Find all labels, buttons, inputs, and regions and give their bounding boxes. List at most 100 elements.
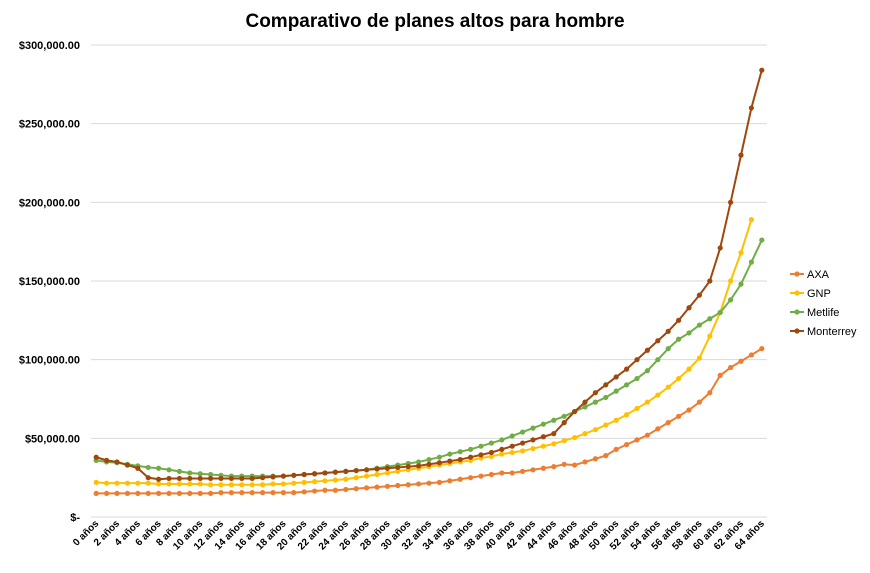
data-point xyxy=(416,463,422,469)
data-point xyxy=(114,480,120,486)
data-point xyxy=(332,487,338,493)
data-point xyxy=(655,338,661,344)
data-point xyxy=(644,432,651,438)
data-point xyxy=(447,458,453,464)
data-point xyxy=(291,480,297,486)
data-point xyxy=(260,490,266,496)
data-point xyxy=(239,490,245,496)
data-point xyxy=(592,456,599,462)
data-point xyxy=(696,322,703,328)
data-point xyxy=(104,480,110,486)
data-point xyxy=(613,374,619,380)
data-point xyxy=(249,482,255,488)
data-point xyxy=(416,459,422,465)
data-point xyxy=(728,278,734,284)
data-point xyxy=(93,454,99,460)
data-point xyxy=(707,390,713,396)
data-point xyxy=(613,446,619,452)
series-line xyxy=(96,219,753,486)
y-tick-label: $50,000.00 xyxy=(25,433,80,445)
data-point xyxy=(728,297,734,303)
data-point xyxy=(707,278,713,284)
data-point xyxy=(187,475,193,482)
data-point xyxy=(416,481,422,487)
data-point xyxy=(436,460,442,466)
data-point xyxy=(208,482,214,488)
data-point xyxy=(624,412,630,418)
data-point xyxy=(364,473,370,479)
data-point xyxy=(488,440,494,446)
data-point xyxy=(249,490,255,496)
series-axa xyxy=(93,346,765,496)
data-point xyxy=(135,490,141,496)
data-point xyxy=(603,382,609,388)
data-point xyxy=(208,471,214,478)
data-point xyxy=(135,465,141,471)
data-point xyxy=(582,459,588,465)
legend-label: Metlife xyxy=(807,307,839,319)
data-point xyxy=(707,316,713,322)
y-tick-label: $100,000.00 xyxy=(19,355,80,367)
y-axis-ticks: $- $50,000.00 $100,000.00 $150,000.00 $200,0… xyxy=(19,40,81,524)
data-point xyxy=(176,490,182,496)
data-point xyxy=(613,417,619,423)
data-point xyxy=(509,470,515,476)
data-point xyxy=(374,471,380,478)
data-point xyxy=(332,469,338,475)
legend-item-axa: AXA xyxy=(790,269,830,281)
data-point xyxy=(520,448,526,454)
data-point xyxy=(582,404,588,410)
data-point xyxy=(364,467,370,473)
data-point xyxy=(686,330,692,336)
data-point xyxy=(280,473,286,479)
data-point xyxy=(343,486,349,493)
data-point xyxy=(312,479,318,485)
legend-item-gnp: GNP xyxy=(790,288,831,300)
data-point xyxy=(686,305,692,311)
legend-label: GNP xyxy=(807,288,831,300)
series-line xyxy=(95,69,763,481)
data-point xyxy=(717,372,723,378)
legend-marker xyxy=(794,328,800,334)
data-point xyxy=(561,420,567,426)
data-point xyxy=(343,476,349,482)
data-point xyxy=(395,482,401,489)
data-point xyxy=(748,217,755,223)
data-point xyxy=(561,413,567,419)
data-point xyxy=(624,442,630,448)
data-point xyxy=(332,477,338,483)
data-point xyxy=(114,459,120,465)
data-point xyxy=(499,446,505,452)
series-group xyxy=(93,67,765,496)
data-point xyxy=(634,437,640,443)
data-point xyxy=(239,482,245,488)
data-point xyxy=(270,481,276,487)
data-point xyxy=(738,152,744,158)
series-gnp xyxy=(93,217,755,488)
data-point xyxy=(384,465,390,471)
data-point xyxy=(239,475,245,482)
legend-marker xyxy=(794,271,800,277)
data-point xyxy=(301,479,307,485)
data-point xyxy=(104,490,110,496)
data-point xyxy=(426,461,432,467)
data-point xyxy=(374,466,380,472)
data-point xyxy=(530,425,536,431)
data-point xyxy=(759,237,765,243)
data-point xyxy=(738,358,744,364)
data-point xyxy=(322,487,328,493)
data-point xyxy=(301,471,307,478)
data-point xyxy=(488,453,494,460)
data-point xyxy=(551,464,557,470)
data-point xyxy=(249,475,255,482)
data-point xyxy=(322,478,328,484)
data-point xyxy=(218,482,224,488)
data-point xyxy=(676,336,682,342)
data-point xyxy=(260,475,266,481)
y-tick-label: $200,000.00 xyxy=(19,197,80,209)
data-point xyxy=(457,456,463,463)
data-point xyxy=(218,490,224,496)
data-point xyxy=(603,422,609,428)
data-point xyxy=(166,467,172,473)
data-point xyxy=(228,482,234,488)
